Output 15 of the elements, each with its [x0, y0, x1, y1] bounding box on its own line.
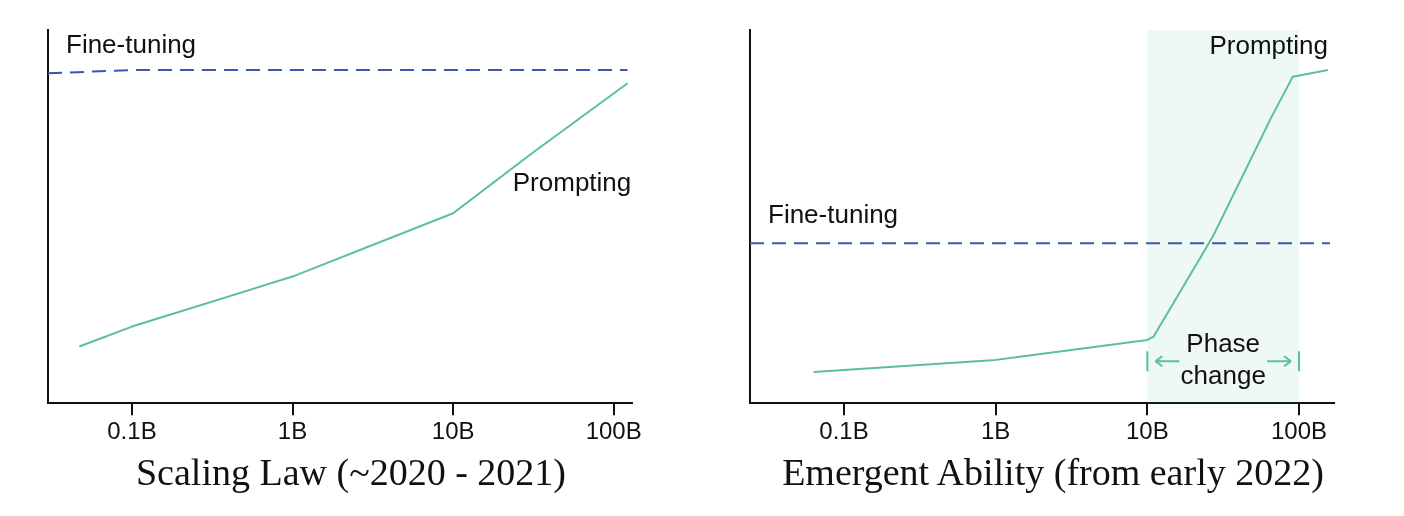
text: Scaling Law (~2020 - 2021) — [135, 450, 567, 494]
series-label: Prompting — [512, 167, 632, 198]
series-label: Prompting — [1209, 30, 1328, 61]
series-label: Fine-tuning — [768, 199, 899, 230]
series-label: Fine-tuning — [66, 29, 197, 60]
x-tick-label: 1B — [981, 417, 1011, 445]
x-tick-label: 100B — [1271, 417, 1328, 445]
x-tick-label: 0.1B — [819, 417, 869, 445]
x-tick-label: 10B — [431, 417, 475, 445]
text: Emergent Ability (from early 2022) — [781, 450, 1325, 494]
x-tick-label: 0.1B — [107, 417, 157, 445]
x-tick-label: 10B — [1126, 417, 1169, 445]
x-tick-label: 100B — [585, 417, 642, 445]
band-label: Phase change — [1180, 328, 1266, 391]
x-tick-label: 1B — [277, 417, 308, 445]
